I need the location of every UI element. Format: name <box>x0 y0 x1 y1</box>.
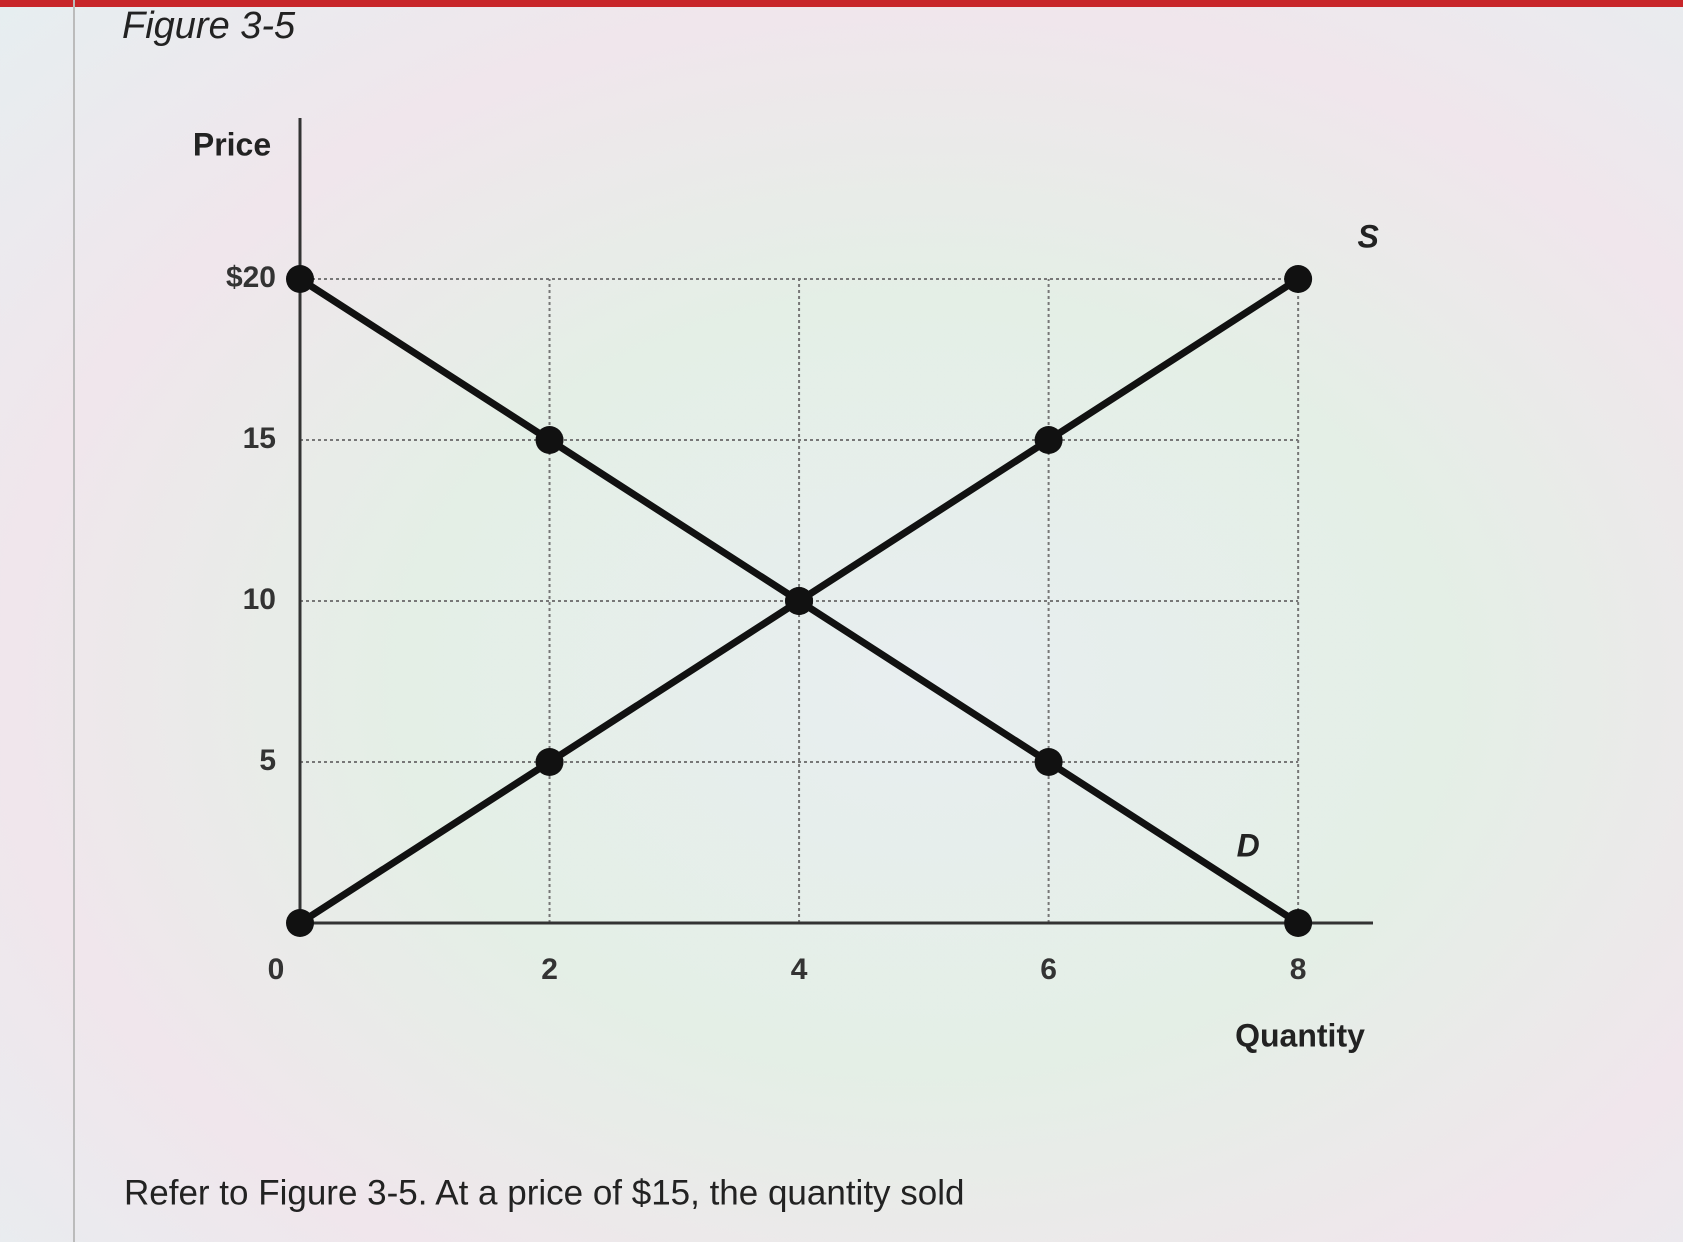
point <box>535 748 564 776</box>
x-tick-label: 2 <box>541 953 558 986</box>
x-tick-label: 4 <box>791 953 808 986</box>
series-label: D <box>1237 827 1260 863</box>
point <box>785 587 814 615</box>
point <box>286 265 314 293</box>
y-axis-label: Price <box>193 126 271 162</box>
y-tick-label: $20 <box>226 261 276 294</box>
chart-title: Figure 3-5 <box>122 5 296 47</box>
y-tick-label: 5 <box>259 744 276 777</box>
x-tick-label: 6 <box>1040 953 1057 986</box>
point <box>286 909 314 937</box>
point <box>1284 909 1313 937</box>
x-tick-label: 8 <box>1290 953 1307 986</box>
x-axis-label: Quantity <box>1235 1017 1365 1053</box>
top-strip <box>0 0 1683 7</box>
point <box>1034 426 1063 454</box>
y-tick-label: 15 <box>243 422 276 455</box>
point <box>1284 265 1313 293</box>
series-label: S <box>1357 218 1379 254</box>
x-tick-label: 0 <box>268 953 285 986</box>
y-tick-label: 10 <box>243 583 276 616</box>
caption: Refer to Figure 3-5. At a price of $15, … <box>124 1173 964 1212</box>
point <box>1034 748 1063 776</box>
point <box>535 426 564 454</box>
